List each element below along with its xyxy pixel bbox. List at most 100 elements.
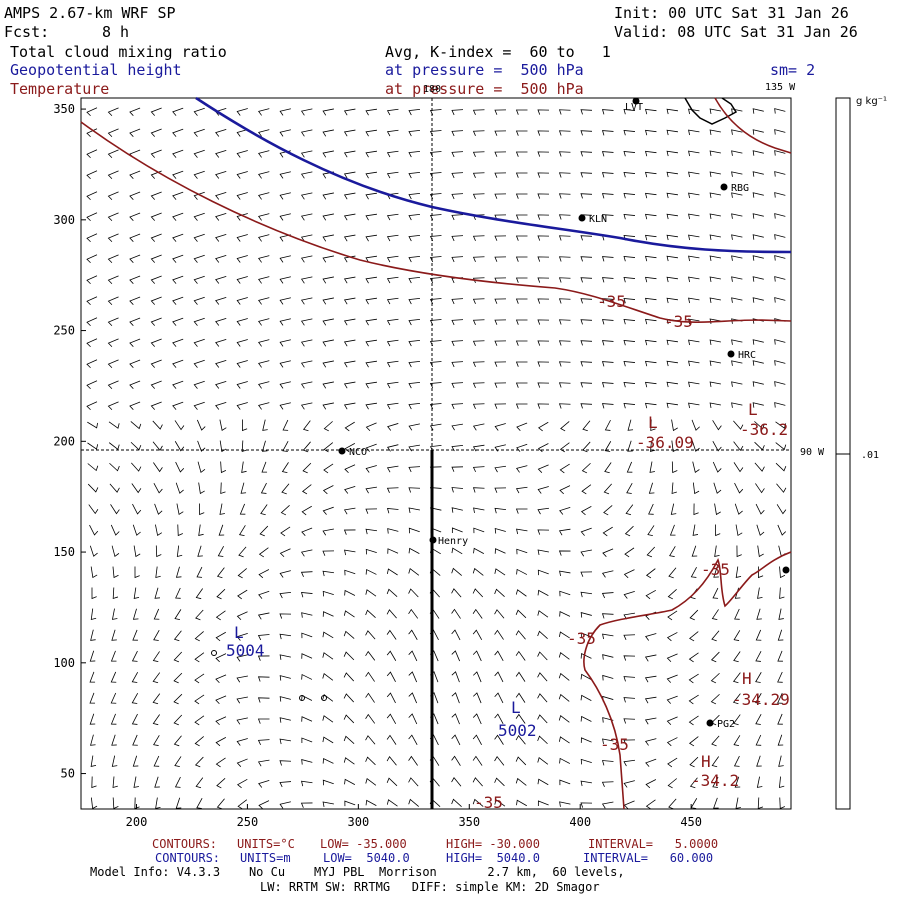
wind-barb: [516, 465, 528, 473]
wind-barb: [645, 276, 657, 283]
wind-barb: [155, 524, 163, 537]
wind-barb: [365, 650, 376, 661]
wind-barb: [194, 715, 205, 726]
wind-barb: [666, 108, 678, 115]
wind-barb: [150, 191, 162, 200]
wind-barb: [558, 361, 571, 367]
wind-barb: [322, 550, 335, 556]
wind-barb: [580, 591, 593, 598]
wind-barb: [344, 569, 356, 576]
wind-barb: [451, 608, 461, 619]
wind-barb: [451, 588, 462, 598]
wind-barb: [581, 462, 591, 474]
wind-barb: [580, 780, 592, 787]
wind-barb: [193, 170, 205, 179]
wind-barb: [344, 443, 356, 453]
wind-barb: [194, 736, 204, 747]
wind-barb: [365, 318, 377, 326]
wind-barb: [451, 361, 464, 368]
field-temperature: Temperature: [10, 80, 110, 98]
temperature-contour: [583, 551, 792, 810]
wind-barb: [302, 462, 312, 474]
wind-barb: [408, 798, 419, 807]
wind-barb: [322, 528, 334, 536]
wind-barb: [602, 633, 614, 640]
wind-barb: [150, 149, 162, 158]
wind-barb: [580, 694, 592, 701]
wind-barb: [755, 483, 765, 494]
wind-barb: [537, 172, 550, 178]
wind-barb: [709, 339, 721, 345]
wind-barb: [408, 361, 421, 368]
wind-barb: [515, 340, 528, 346]
wind-barb: [778, 776, 785, 789]
wind-barb: [236, 758, 248, 767]
wind-barb: [777, 713, 783, 725]
wind-barb: [343, 402, 356, 410]
wind-barb: [580, 612, 592, 618]
wind-barb: [752, 402, 764, 408]
wind-barb: [429, 382, 442, 389]
wind-barb: [236, 213, 248, 221]
wind-barb: [494, 151, 507, 157]
wind-barb: [237, 799, 248, 810]
wind-barb: [602, 674, 614, 681]
wind-barb: [86, 296, 98, 306]
wind-barb: [386, 609, 397, 619]
wind-barb: [648, 482, 655, 494]
wind-barb: [623, 697, 636, 703]
wind-barb: [645, 192, 657, 199]
station-dot-nco: [338, 447, 346, 455]
wind-barb: [236, 402, 248, 410]
wind-barb: [236, 297, 248, 305]
wind-barb: [197, 545, 203, 557]
wind-barb: [710, 693, 720, 705]
wind-barb: [645, 234, 657, 241]
wind-barb: [87, 483, 99, 493]
wind-barb: [494, 568, 506, 576]
wind-barb: [129, 170, 141, 179]
wind-barb: [451, 235, 464, 242]
wind-barb: [408, 193, 421, 200]
wind-barb: [215, 338, 227, 347]
wind-barb: [515, 214, 528, 220]
wind-barb: [279, 801, 291, 809]
wind-barb: [472, 151, 485, 157]
wind-barb: [172, 212, 184, 221]
wind-barb: [343, 610, 355, 618]
wind-barb: [258, 150, 270, 158]
wind-barb: [365, 692, 375, 703]
wind-barb: [558, 714, 570, 723]
wind-barb: [387, 528, 399, 534]
wind-barb: [107, 380, 119, 390]
wind-barb: [258, 402, 270, 410]
wind-barb: [649, 461, 655, 473]
wind-barb: [195, 777, 204, 789]
wind-barb: [774, 360, 786, 366]
wind-barb: [258, 318, 270, 326]
wind-barb: [257, 759, 270, 767]
wind-barb: [386, 777, 398, 787]
wind-barb: [774, 192, 786, 198]
wind-barb: [133, 545, 141, 558]
wind-barb: [731, 360, 743, 366]
wind-barb: [408, 403, 421, 410]
station-label: PG2: [717, 719, 735, 730]
wind-barb: [688, 150, 700, 157]
wind-barb: [172, 254, 184, 263]
wind-barb: [129, 128, 141, 137]
wind-barb: [152, 420, 163, 430]
wind-barb: [601, 340, 614, 346]
wind-barb: [731, 381, 743, 387]
wind-barb: [689, 777, 698, 789]
wind-barb: [472, 734, 482, 746]
wind-barb: [603, 505, 613, 516]
wind-barb: [408, 755, 418, 766]
wind-barb: [365, 609, 376, 619]
wind-barb: [196, 797, 203, 809]
wind-barb: [537, 693, 548, 703]
wind-barb: [322, 129, 334, 137]
wind-barb: [323, 442, 334, 453]
temp-contour-label: -35: [597, 292, 626, 311]
wind-barb: [150, 128, 162, 137]
